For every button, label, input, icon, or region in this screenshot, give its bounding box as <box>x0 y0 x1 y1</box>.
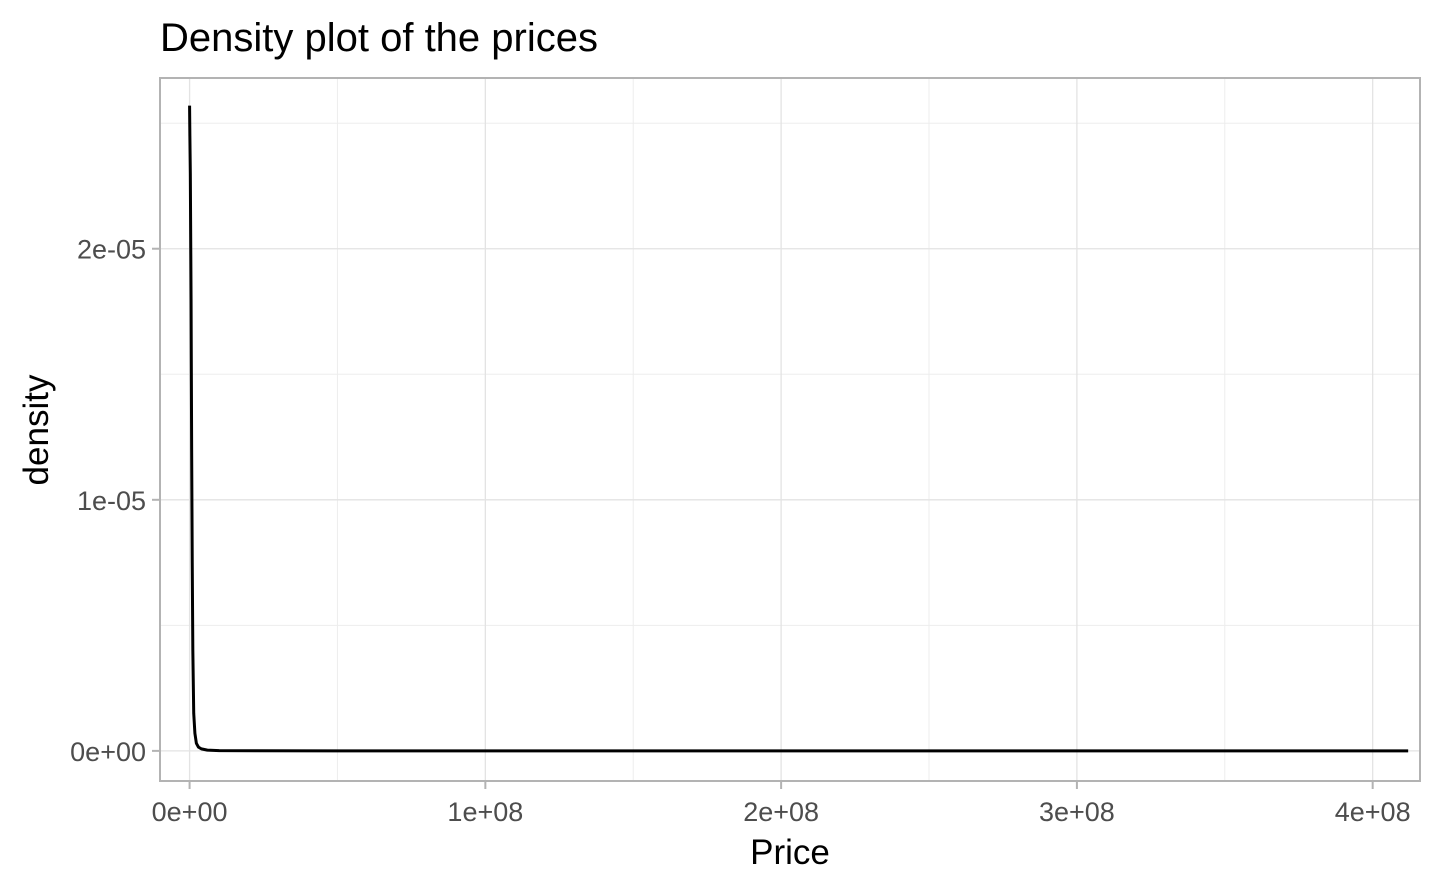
x-tick-label: 4e+08 <box>1335 797 1411 827</box>
y-tick-label: 0e+00 <box>70 737 146 767</box>
x-axis-title: Price <box>750 833 830 872</box>
y-tick-label: 1e-05 <box>77 486 146 516</box>
x-tick-label: 3e+08 <box>1039 797 1115 827</box>
density-line <box>188 105 1409 753</box>
minor-gridlines <box>160 78 1420 781</box>
chart-title: Density plot of the prices <box>160 16 598 60</box>
major-gridlines <box>160 78 1420 781</box>
y-tick-label: 2e-05 <box>77 235 146 265</box>
x-tick-label: 1e+08 <box>447 797 523 827</box>
x-axis-tick-labels: 0e+00 1e+08 2e+08 3e+08 4e+08 <box>152 797 1411 827</box>
plot-panel <box>159 77 1421 782</box>
y-axis-tick-labels: 0e+00 1e-05 2e-05 <box>70 235 146 767</box>
x-tick-label: 2e+08 <box>743 797 819 827</box>
y-axis-title: density <box>17 374 56 485</box>
axis-ticks <box>152 247 1374 789</box>
x-tick-label: 0e+00 <box>152 797 228 827</box>
